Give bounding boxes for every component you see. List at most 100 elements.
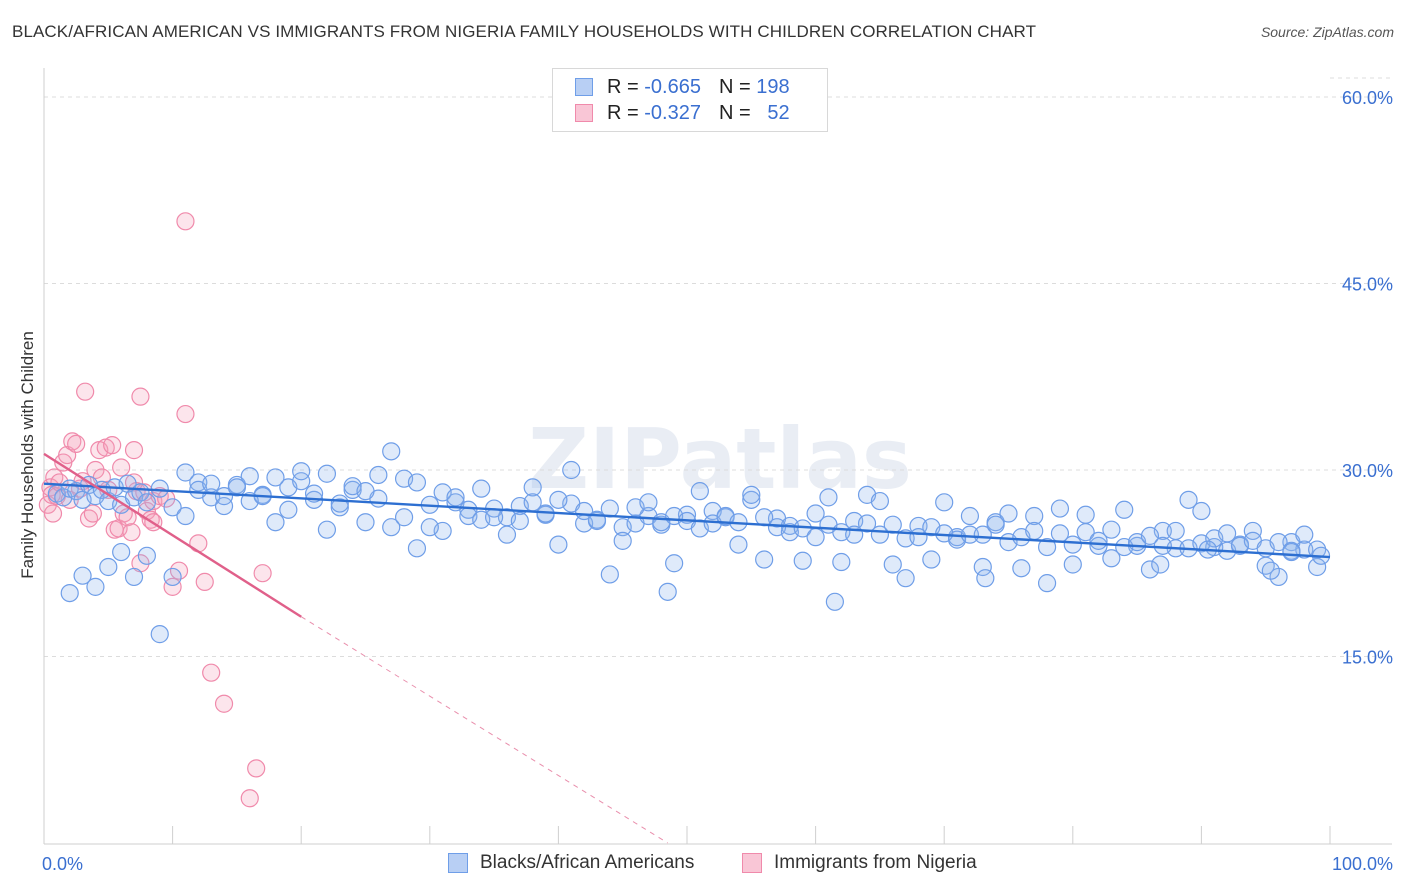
blue-point	[639, 493, 658, 512]
pink-point	[122, 523, 141, 542]
blue-point	[330, 494, 349, 513]
pink-point	[43, 504, 63, 523]
blue-point	[266, 513, 285, 532]
blue-point	[86, 577, 105, 596]
blue-point	[394, 508, 414, 527]
blue-point	[73, 566, 92, 585]
bottom-legend-blue: Blacks/African Americans	[448, 852, 694, 874]
pink-point	[112, 458, 131, 477]
legend-r-value: -0.327	[644, 101, 701, 124]
blue-point	[369, 465, 388, 485]
blue-point	[137, 546, 156, 565]
blue-point	[613, 531, 632, 550]
blue-point	[665, 554, 684, 573]
blue-point	[214, 487, 234, 506]
blue-point	[317, 520, 337, 539]
legend-swatch-pink	[575, 104, 593, 122]
blue-point	[1295, 525, 1314, 544]
blue-point	[240, 467, 259, 486]
blue-point	[472, 479, 491, 498]
blue-point	[523, 478, 542, 497]
pink-point	[76, 382, 95, 401]
blue-point	[819, 488, 838, 507]
pink-point	[50, 473, 69, 492]
blue-point	[1102, 549, 1121, 568]
blue-point	[382, 518, 401, 537]
pink-series	[38, 212, 272, 808]
blue-point	[214, 496, 234, 516]
blue-point	[960, 506, 980, 526]
blue-point	[163, 567, 182, 587]
pink-point	[214, 694, 234, 713]
blue-point	[1050, 499, 1070, 518]
correlation-legend: R = -0.665 N = 198 R = -0.327 N = 52	[552, 68, 828, 132]
pink-point	[253, 564, 272, 583]
blue-point	[1243, 521, 1262, 541]
blue-point	[1282, 542, 1301, 562]
blue-point	[1063, 555, 1082, 574]
blue-point	[176, 463, 195, 482]
y-tick-label: 45.0%	[1342, 275, 1393, 295]
legend-n-value: 198	[756, 75, 790, 98]
blue-point	[976, 569, 995, 588]
blue-point	[279, 500, 298, 519]
blue-point	[1025, 506, 1044, 526]
x-tick-label-min: 0.0%	[42, 854, 83, 874]
trendlines	[43, 452, 1331, 844]
blue-point	[793, 551, 812, 570]
blue-point	[935, 493, 954, 512]
legend-r-label: R =	[607, 101, 639, 124]
blue-point	[1261, 561, 1280, 580]
blue-point	[485, 508, 504, 527]
blue-point	[1153, 536, 1172, 555]
y-tick-label: 60.0%	[1342, 88, 1393, 108]
pink-point	[240, 789, 259, 808]
blue-point	[549, 490, 568, 509]
pink-point	[195, 572, 214, 592]
blue-point	[510, 511, 529, 531]
watermark: ZIPatlas	[528, 410, 912, 508]
blue-point	[857, 514, 877, 533]
pink-trendline	[43, 452, 302, 618]
blue-point	[1012, 559, 1031, 578]
blue-point	[1115, 500, 1134, 519]
blue-point	[832, 552, 851, 572]
blue-point	[163, 498, 182, 517]
blue-point	[150, 479, 169, 498]
blue-point	[1089, 536, 1108, 555]
blue-point	[960, 525, 980, 544]
blue-point	[1269, 533, 1288, 552]
blue-point	[600, 565, 619, 584]
legend-row-pink: R = -0.327 N = 52	[575, 100, 790, 126]
blue-point	[1192, 501, 1211, 521]
blue-point	[755, 550, 774, 569]
blue-point	[1218, 524, 1237, 543]
tick-labels: 15.0% 30.0% 45.0% 60.0% 0.0% 100.0%	[42, 88, 1393, 874]
legend-n-label: N =	[718, 75, 751, 98]
axes	[43, 68, 1392, 845]
blue-point	[407, 473, 427, 492]
pink-point	[103, 436, 122, 455]
legend-n-label: N =	[718, 101, 751, 124]
blue-point	[1179, 490, 1198, 509]
blue-point	[1076, 523, 1095, 542]
blue-trendline	[43, 482, 1331, 559]
blue-point	[356, 513, 375, 532]
blue-point	[896, 569, 915, 588]
legend-r-value: -0.665	[644, 75, 701, 98]
blue-point	[176, 506, 195, 526]
bottom-legend-pink: Immigrants from Nigeria	[742, 852, 977, 874]
blue-point	[356, 482, 375, 501]
blue-point	[227, 478, 246, 497]
blue-point	[150, 625, 169, 644]
blue-point	[658, 582, 677, 601]
blue-point	[870, 491, 890, 511]
blue-point	[1166, 521, 1185, 541]
gridlines	[44, 77, 1392, 657]
bottom-legend-label-pink: Immigrants from Nigeria	[774, 852, 977, 873]
blue-point	[986, 515, 1005, 534]
x-tick-label-max: 100.0%	[1332, 854, 1393, 874]
blue-point	[1102, 520, 1121, 539]
blue-point	[1151, 555, 1170, 574]
blue-point	[883, 555, 902, 574]
